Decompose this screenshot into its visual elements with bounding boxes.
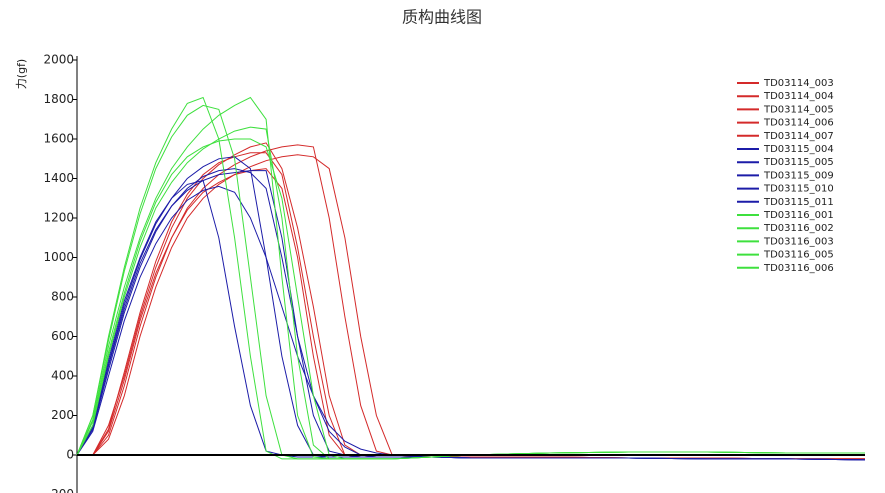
- legend-label: TD03114_003: [763, 78, 834, 89]
- y-tick-label: 800: [51, 290, 74, 304]
- series-line: [77, 154, 865, 460]
- y-tick-label: 1000: [43, 250, 74, 264]
- legend-label: TD03116_002: [763, 223, 834, 234]
- series-line: [77, 142, 865, 460]
- series-line: [77, 144, 865, 460]
- y-tick-label: 1800: [43, 92, 74, 106]
- y-tick-label: 1200: [43, 211, 74, 225]
- legend-label: TD03115_009: [763, 170, 834, 181]
- legend-label: TD03115_010: [763, 184, 834, 195]
- legend-label: TD03116_006: [763, 263, 834, 274]
- y-tick-label: 600: [51, 329, 74, 343]
- series-line: [76, 104, 865, 460]
- legend-label: TD03116_001: [763, 210, 834, 221]
- y-tick-label: 2000: [43, 53, 74, 67]
- legend-label: TD03114_004: [763, 91, 834, 102]
- legend-label: TD03116_003: [763, 236, 834, 247]
- chart-title: 质构曲线图: [402, 8, 482, 27]
- y-tick-label: 400: [51, 369, 74, 383]
- series-line: [77, 168, 865, 460]
- y-tick-label: 0: [66, 448, 74, 462]
- legend-label: TD03116_005: [763, 250, 834, 261]
- series-line: [76, 170, 866, 461]
- y-tick-label: 200: [51, 408, 74, 422]
- legend-label: TD03115_011: [763, 197, 834, 208]
- series-line: [77, 152, 865, 460]
- legend-label: TD03115_004: [763, 144, 834, 155]
- y-tick-label: -200: [47, 487, 74, 493]
- y-tick-label: 1600: [43, 132, 74, 146]
- y-tick-label: 1400: [43, 171, 74, 185]
- legend-label: TD03114_005: [763, 104, 834, 115]
- series-line: [76, 179, 866, 461]
- legend-label: TD03115_005: [763, 157, 834, 168]
- legend-label: TD03114_006: [763, 118, 834, 129]
- series-line: [76, 126, 865, 460]
- series-line: [76, 168, 866, 461]
- legend-label: TD03114_007: [763, 131, 834, 142]
- series-line: [76, 138, 865, 460]
- y-axis-label: 力(gf): [15, 59, 28, 89]
